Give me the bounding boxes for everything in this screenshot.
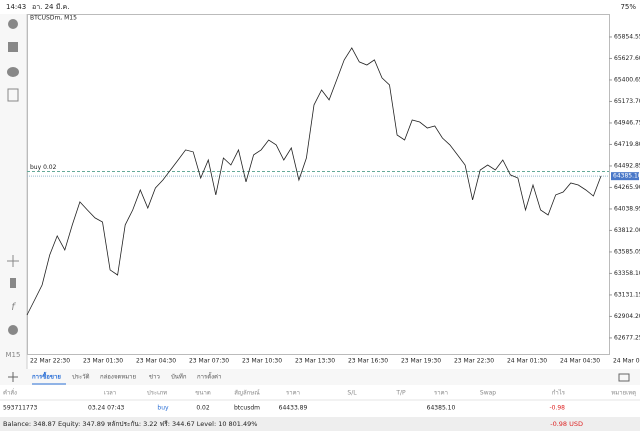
objects-icon[interactable] xyxy=(8,325,18,335)
table-cell: buy xyxy=(157,405,169,412)
chart-title: BTCUSDm, M15 xyxy=(30,15,77,22)
price-tag-label: 64385.10 xyxy=(613,173,640,180)
column-header: ราคา xyxy=(286,390,300,397)
summary-text: Balance: 348.87 Equity: 347.89 หลักประกั… xyxy=(3,420,257,428)
status-battery: 75% xyxy=(620,3,636,11)
column-header: ราคา xyxy=(434,390,448,397)
y-tick-label: 64492.85 xyxy=(614,162,640,169)
x-tick-label: 24 Mar 01:30 xyxy=(507,358,547,365)
x-tick-label: 23 Mar 01:30 xyxy=(83,358,123,365)
column-header: หมายเหตุ xyxy=(611,390,636,397)
table-cell: 64385.10 xyxy=(427,405,456,412)
y-tick-label: 65627.60 xyxy=(614,55,640,62)
add-button[interactable] xyxy=(8,372,18,382)
column-header: S/L xyxy=(347,390,357,397)
column-header: สัญลักษณ์ xyxy=(234,389,260,397)
new-icon[interactable] xyxy=(7,88,19,102)
column-header: คำสั่ง xyxy=(3,389,17,397)
indicator-icon[interactable]: f xyxy=(11,302,16,313)
x-tick-label: 23 Mar 13:30 xyxy=(295,358,335,365)
summary-total: -0.98 USD xyxy=(550,420,583,428)
price-tag xyxy=(611,172,639,181)
tab-bar xyxy=(0,369,640,385)
column-header: ประเภท xyxy=(147,390,167,397)
column-header: Swap xyxy=(480,390,496,397)
x-tick-label: 23 Mar 16:30 xyxy=(348,358,388,365)
y-tick-label: 63812.00 xyxy=(614,227,640,234)
account-icon[interactable] xyxy=(8,19,18,29)
y-tick-label: 63358.10 xyxy=(614,270,640,277)
y-tick-label: 65173.70 xyxy=(614,98,640,105)
y-tick-label: 65400.65 xyxy=(614,76,640,83)
trade-icon[interactable] xyxy=(8,42,18,52)
column-header: ขนาด xyxy=(195,390,211,397)
table-cell: -0.98 xyxy=(549,405,565,412)
x-tick-label: 24 Mar 07:30 xyxy=(613,358,640,365)
table-cell: 03.24 07:43 xyxy=(88,405,125,412)
tab[interactable]: บันทึก xyxy=(171,374,187,381)
column-header: T/P xyxy=(395,390,406,397)
candles-icon[interactable] xyxy=(10,278,16,288)
y-tick-label: 62904.20 xyxy=(614,313,640,320)
status-date: อา. 24 มี.ค. xyxy=(32,3,69,11)
x-tick-label: 23 Mar 10:30 xyxy=(242,358,282,365)
price-line-series xyxy=(26,47,602,316)
table-cell: 64433.89 xyxy=(279,405,308,412)
tab[interactable]: กล่องจดหมาย xyxy=(100,374,136,381)
chart-frame xyxy=(27,14,610,355)
y-tick-label: 64265.90 xyxy=(614,184,640,191)
table-cell: 593711773 xyxy=(3,405,38,412)
x-tick-label: 22 Mar 22:30 xyxy=(30,358,70,365)
table-cell: btcusdm xyxy=(234,405,260,412)
x-tick-label: 23 Mar 22:30 xyxy=(454,358,494,365)
tab[interactable]: การตั้งค่า xyxy=(197,371,221,381)
y-tick-label: 64719.80 xyxy=(614,141,640,148)
expand-button[interactable] xyxy=(618,373,630,382)
timeframe[interactable]: M15 xyxy=(6,351,21,359)
x-tick-label: 23 Mar 04:30 xyxy=(136,358,176,365)
summary-bar xyxy=(0,417,640,431)
table-cell: 0.02 xyxy=(196,405,210,412)
x-tick-label: 23 Mar 07:30 xyxy=(189,358,229,365)
buy-label: buy 0.02 xyxy=(30,164,57,171)
x-tick-label: 23 Mar 19:30 xyxy=(401,358,441,365)
status-time: 14:43 xyxy=(6,3,26,11)
y-tick-label: 63131.15 xyxy=(614,291,640,298)
y-tick-label: 63585.05 xyxy=(614,248,640,255)
y-tick-label: 65854.55 xyxy=(614,33,640,40)
tab[interactable]: ข่าว xyxy=(149,374,160,381)
tab[interactable]: การซื้อขาย xyxy=(32,371,61,381)
x-tick-label: 24 Mar 04:30 xyxy=(560,358,600,365)
tab[interactable]: ประวัติ xyxy=(72,374,90,381)
column-header: กำไร xyxy=(552,389,566,397)
chat-icon[interactable] xyxy=(7,67,19,77)
crosshair-icon[interactable] xyxy=(7,255,19,267)
y-tick-label: 62677.25 xyxy=(614,334,640,341)
y-tick-label: 64038.95 xyxy=(614,205,640,212)
y-tick-label: 64946.75 xyxy=(614,119,640,126)
column-header: เวลา xyxy=(104,390,116,397)
